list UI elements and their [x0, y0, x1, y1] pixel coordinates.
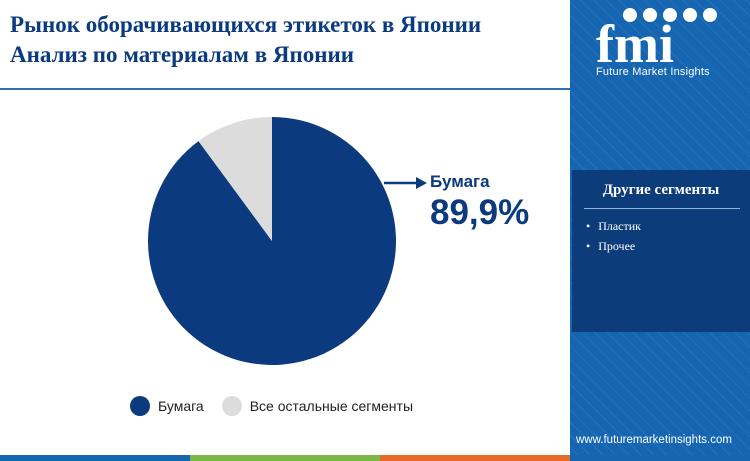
other-segments-list: Пластик Прочее	[586, 216, 641, 256]
chart-legend: Бумага Все остальные сегменты	[130, 396, 431, 416]
footer-bar-blue	[0, 455, 190, 461]
legend-label-paper: Бумага	[158, 398, 204, 414]
title-line-1: Рынок оборачивающихся этикеток в Японии	[10, 12, 482, 37]
legend-swatch-paper	[130, 396, 150, 416]
website-url: www.futuremarketinsights.com	[576, 434, 732, 446]
legend-label-other: Все остальные сегменты	[249, 398, 414, 414]
pie-slice-other	[198, 117, 272, 241]
segment-item: Пластик	[586, 216, 641, 236]
logo-car-icon	[643, 8, 657, 22]
legend-swatch-other	[221, 396, 242, 416]
pie-chart	[147, 117, 427, 365]
logo-chip-icon	[703, 8, 717, 22]
title-line-2: Анализ по материалам в Японии	[10, 42, 354, 67]
title-divider	[0, 88, 570, 90]
footer-bar-orange	[380, 455, 570, 461]
logo-flask-icon	[663, 8, 677, 22]
logo-person-icon	[683, 8, 697, 22]
segment-item: Прочее	[586, 236, 641, 256]
callout-label: Бумага	[430, 172, 490, 191]
logo-globe-icon	[623, 8, 637, 22]
other-segments-title: Другие сегменты	[602, 182, 720, 198]
other-segments-divider	[584, 208, 740, 209]
other-segments-panel: Другие сегменты Пластик Прочее	[572, 170, 750, 332]
footer-bar-sidebar	[570, 455, 750, 461]
legend-item-paper: Бумага	[130, 396, 204, 416]
fmi-logo: fmi	[596, 8, 717, 74]
sidebar: fmi Future Market Insights Другие сегмен…	[570, 0, 750, 461]
page-title: Рынок оборачивающихся этикеток в Японии …	[10, 10, 570, 70]
footer-bar-green	[190, 455, 380, 461]
legend-item-other: Все остальные сегменты	[221, 396, 414, 416]
callout-arrow-icon	[416, 177, 427, 189]
callout-value: 89,9%	[430, 193, 530, 232]
logo-subtitle: Future Market Insights	[596, 66, 710, 78]
logo-wordmark: fmi	[596, 14, 674, 74]
